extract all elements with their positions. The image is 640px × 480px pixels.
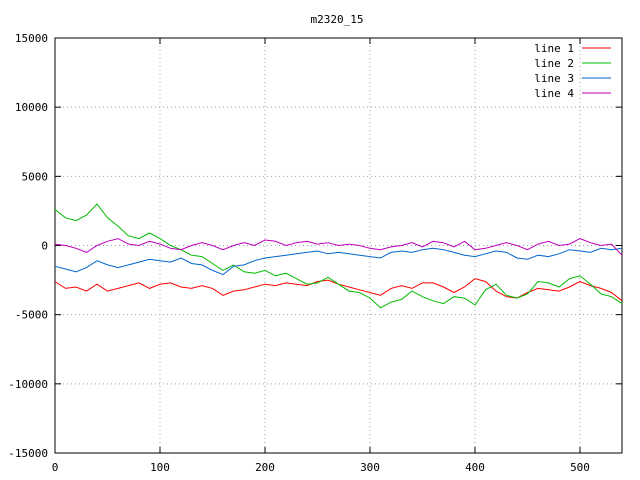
x-tick-label: 0 — [52, 461, 59, 474]
x-axis: 0 100 200 300 400 500 — [52, 38, 590, 474]
x-tick-label: 300 — [360, 461, 380, 474]
y-tick-label: -15000 — [8, 447, 48, 460]
legend-item: line 2 — [534, 57, 611, 70]
y-tick-label: 15000 — [15, 32, 48, 45]
y-axis: -15000 -10000 -5000 0 5000 10000 15000 — [8, 32, 622, 460]
y-tick-label: 0 — [41, 240, 48, 253]
x-tick-label: 100 — [150, 461, 170, 474]
series-line-line-3 — [54, 247, 623, 276]
grid-lines — [55, 38, 622, 453]
y-tick-label: 10000 — [15, 101, 48, 114]
legend-label: line 1 — [534, 42, 574, 55]
legend-item: line 3 — [534, 72, 611, 85]
x-tick-label: 500 — [570, 461, 590, 474]
series-layer — [54, 203, 623, 309]
legend: line 1 line 2 line 3 line 4 — [534, 42, 611, 100]
series-line-line-4 — [54, 238, 623, 256]
legend-item: line 4 — [534, 87, 611, 100]
y-tick-label: -5000 — [15, 309, 48, 322]
legend-label: line 3 — [534, 72, 574, 85]
y-tick-label: 5000 — [22, 170, 49, 183]
x-tick-label: 400 — [465, 461, 485, 474]
chart-title: m2320_15 — [311, 13, 364, 26]
y-tick-label: -10000 — [8, 378, 48, 391]
legend-label: line 4 — [534, 87, 574, 100]
legend-item: line 1 — [534, 42, 611, 55]
legend-label: line 2 — [534, 57, 574, 70]
x-tick-label: 200 — [255, 461, 275, 474]
series-line-line-2 — [54, 203, 623, 309]
